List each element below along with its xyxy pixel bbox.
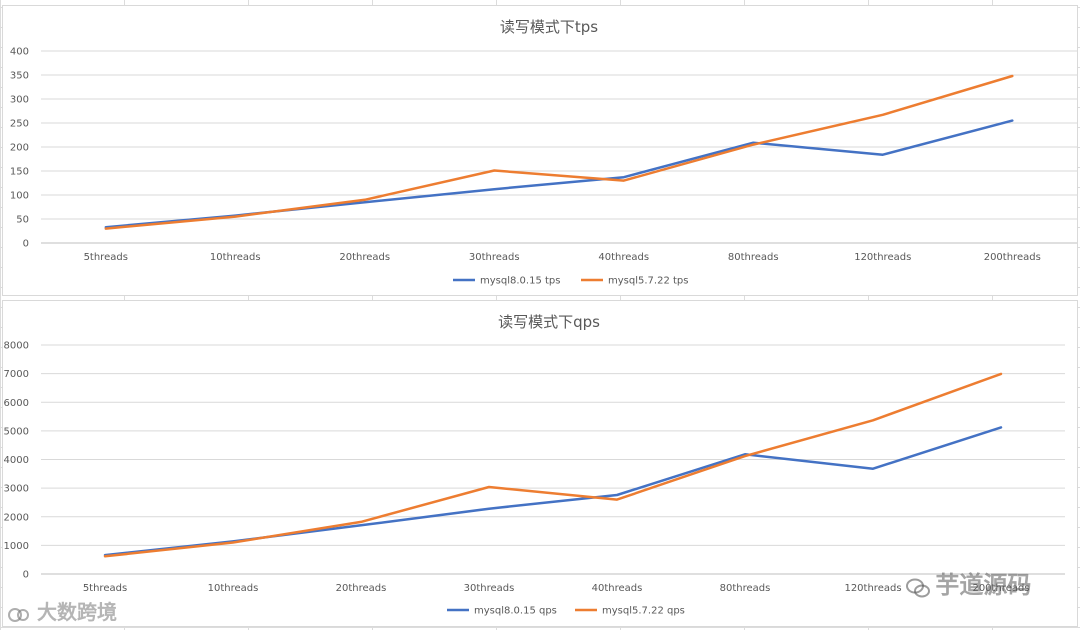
- x-tick-label: 5threads: [84, 252, 128, 263]
- x-tick-label: 5threads: [83, 583, 127, 594]
- series-line-2[interactable]: [104, 74, 1014, 230]
- y-tick-label: 0: [23, 570, 29, 581]
- x-tick-label: 120threads: [854, 252, 911, 263]
- tps-chart[interactable]: 读写模式下tps 0 50 100 150 200 250 300 350 400 5thread…: [2, 5, 1078, 296]
- y-tick-label: 50: [16, 215, 29, 226]
- watermark-right-text: 芋道源码: [935, 571, 1032, 599]
- x-tick-label: 40threads: [592, 583, 643, 594]
- tps-chart-svg: 读写模式下tps 0 50 100 150 200 250 300 350 400 5thread…: [10, 18, 1077, 287]
- x-tick-label: 80threads: [720, 583, 771, 594]
- series-line-1[interactable]: [103, 426, 1003, 557]
- x-tick-label: 30threads: [464, 583, 515, 594]
- y-tick-label: 6000: [4, 398, 29, 409]
- y-tick-label: 4000: [4, 455, 29, 466]
- x-tick-label: 20threads: [336, 583, 387, 594]
- y-tick-label: 250: [10, 119, 29, 130]
- series-line-2[interactable]: [103, 372, 1003, 558]
- y-tick-label: 300: [10, 95, 29, 106]
- chat-bubble-icon: [8, 605, 30, 623]
- series-line-1[interactable]: [104, 119, 1014, 229]
- y-tick-label: 150: [10, 167, 29, 178]
- qps-chart[interactable]: 读写模式下qps 0 1000 2000 3000 4000 5000 6000 7000 80…: [2, 300, 1078, 627]
- x-tick-label: 10threads: [208, 583, 259, 594]
- x-tick-label: 40threads: [598, 252, 649, 263]
- y-tick-label: 1000: [4, 541, 29, 552]
- x-tick-label: 80threads: [728, 252, 779, 263]
- y-tick-label: 350: [10, 71, 29, 82]
- y-tick-label: 5000: [4, 426, 29, 437]
- y-tick-label: 2000: [4, 512, 29, 523]
- qps-chart-svg: 读写模式下qps 0 1000 2000 3000 4000 5000 6000 7000 80…: [4, 313, 1065, 617]
- y-tick-label: 3000: [4, 484, 29, 495]
- y-tick-label: 400: [10, 47, 29, 58]
- x-tick-label: 10threads: [210, 252, 261, 263]
- legend-label: mysql8.0.15 tps: [480, 276, 560, 287]
- y-tick-label: 200: [10, 143, 29, 154]
- legend-label: mysql5.7.22 qps: [602, 606, 685, 617]
- y-tick-label: 8000: [4, 341, 29, 352]
- y-tick-label: 100: [10, 191, 29, 202]
- y-tick-label: 7000: [4, 369, 29, 380]
- x-tick-label: 200threads: [972, 583, 1029, 594]
- legend-label: mysql8.0.15 qps: [474, 606, 557, 617]
- y-tick-label: 0: [23, 239, 29, 250]
- x-tick-label: 200threads: [984, 252, 1041, 263]
- watermark-left: 大数跨境: [8, 596, 117, 625]
- x-tick-label: 30threads: [469, 252, 520, 263]
- qps-chart-title: 读写模式下qps: [498, 313, 600, 331]
- watermark-right: 芋道源码: [905, 565, 1031, 600]
- watermark-left-text: 大数跨境: [36, 600, 117, 624]
- legend-label: mysql5.7.22 tps: [608, 276, 688, 287]
- x-tick-label: 120threads: [844, 583, 901, 594]
- tps-chart-title: 读写模式下tps: [500, 18, 598, 36]
- x-tick-label: 20threads: [339, 252, 390, 263]
- wechat-icon: [905, 577, 930, 598]
